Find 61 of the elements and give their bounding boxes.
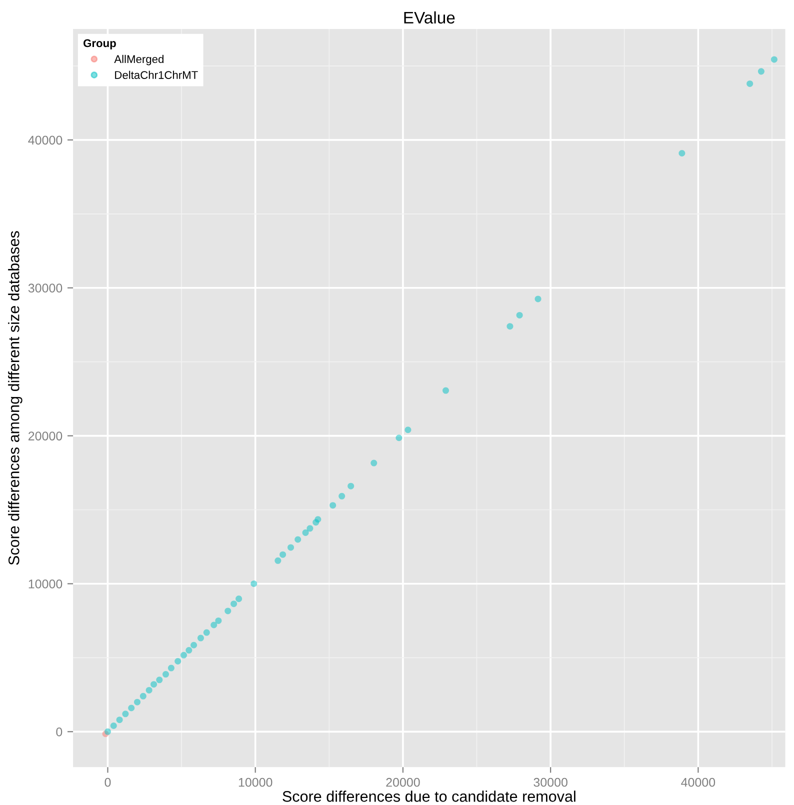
point <box>280 551 286 558</box>
x-tick-label: 0 <box>104 778 111 787</box>
point <box>338 492 346 500</box>
y-tick-label: 40000 <box>28 136 62 145</box>
y-axis-title: Score differences among different size databases <box>8 231 22 565</box>
y-tick-label: 10000 <box>28 580 62 588</box>
point <box>215 617 222 624</box>
point <box>156 676 163 684</box>
point <box>302 529 309 536</box>
point <box>534 296 542 302</box>
point <box>404 426 412 434</box>
point <box>186 647 192 654</box>
point <box>110 722 117 729</box>
point <box>250 580 258 587</box>
point <box>224 608 232 614</box>
y-tick-label: 0 <box>56 727 62 736</box>
x-tick-label: 40000 <box>681 778 716 787</box>
y-tick-label: 20000 <box>28 432 62 440</box>
point <box>128 704 135 712</box>
point <box>104 728 111 735</box>
x-axis-title: Score differences due to candidate removal <box>282 790 576 802</box>
point <box>770 56 778 63</box>
point <box>330 502 336 509</box>
point <box>288 544 294 551</box>
point <box>140 692 146 700</box>
point <box>370 460 378 466</box>
point <box>146 686 152 694</box>
x-tick-label: 30000 <box>534 778 568 787</box>
point <box>197 634 204 642</box>
point <box>396 434 402 442</box>
point <box>294 536 302 543</box>
point <box>274 557 282 564</box>
point <box>203 629 210 636</box>
legend-label: AllMerged <box>114 54 164 66</box>
point <box>122 710 129 718</box>
point <box>314 516 322 523</box>
chart-title: EValue <box>404 11 455 24</box>
point <box>210 622 218 628</box>
point <box>174 658 182 664</box>
point <box>162 671 170 678</box>
point <box>348 482 354 490</box>
y-tick-label: 30000 <box>28 284 62 293</box>
point <box>506 323 514 330</box>
point <box>442 387 450 394</box>
legend-title: Group <box>84 39 116 50</box>
point <box>758 68 764 75</box>
point <box>230 600 238 608</box>
point <box>746 80 754 87</box>
point <box>236 596 242 602</box>
point <box>190 642 198 648</box>
point <box>150 681 158 688</box>
point <box>134 698 141 706</box>
x-tick-label: 20000 <box>386 778 420 787</box>
x-tick-label: 10000 <box>238 778 272 787</box>
point <box>306 525 314 532</box>
legend-label: DeltaChr1ChrMT <box>115 70 198 79</box>
point <box>168 664 174 672</box>
point <box>180 652 188 658</box>
point <box>516 312 523 318</box>
point <box>678 150 686 156</box>
point <box>116 716 123 724</box>
